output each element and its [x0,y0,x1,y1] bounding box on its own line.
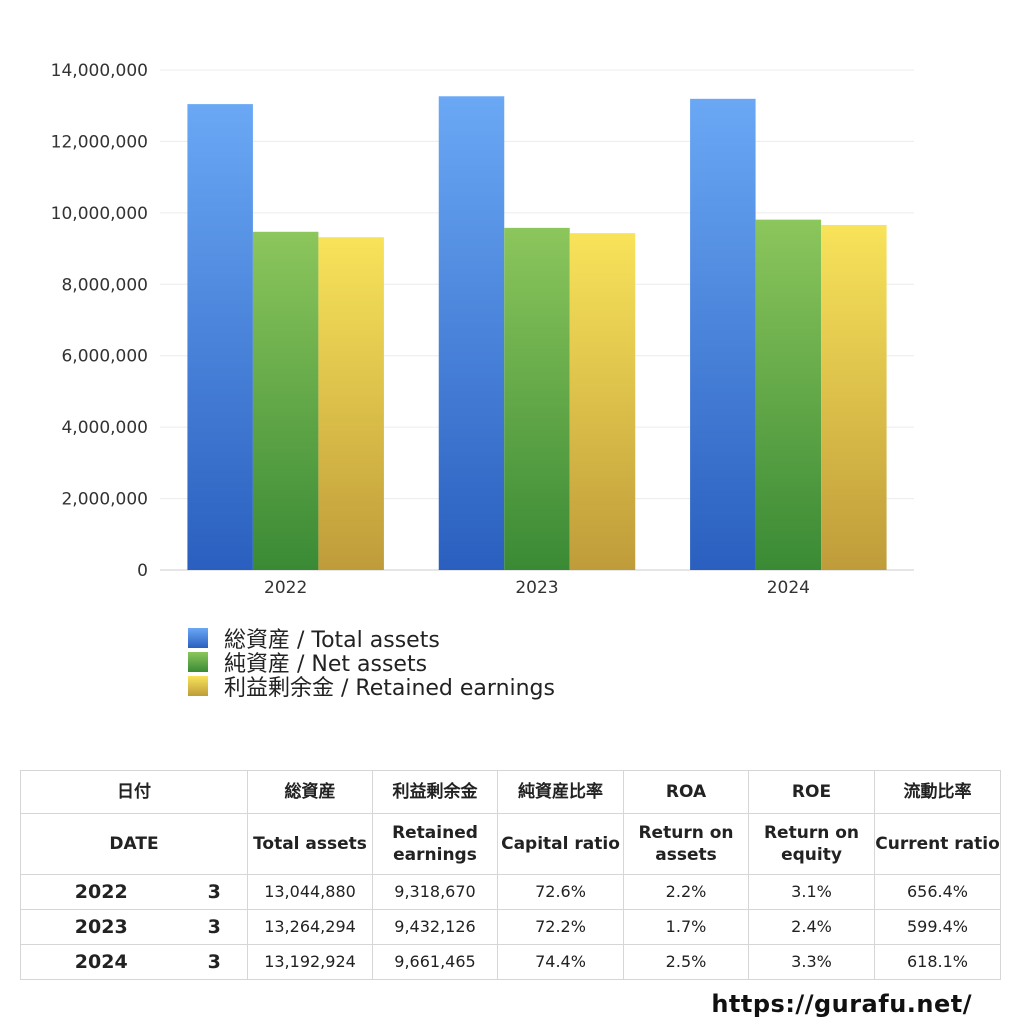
table-row: 2023 3 13,264,294 9,432,126 72.2% 1.7% 2… [20,909,1001,945]
table-row: 2022 3 13,044,880 9,318,670 72.6% 2.2% 3… [20,874,1001,910]
row-retained: 9,318,670 [372,874,498,910]
x-tick-label: 2023 [515,578,558,598]
y-tick-label: 12,000,000 [51,132,148,152]
header-roa-line1: Return on [638,823,734,843]
y-tick-label: 10,000,000 [51,204,148,224]
bars [187,96,887,571]
row-year: 2024 [20,944,182,980]
x-axis-ticks: 2022 2023 2024 [264,578,810,598]
legend-swatch-total-assets [188,628,208,648]
header-retained-jp: 利益剰余金 [372,770,498,814]
bar-2022-series-1 [252,231,319,571]
table-row: 2024 3 13,192,924 9,661,465 74.4% 2.5% 3… [20,944,1001,980]
row-capital-ratio: 74.4% [497,944,624,980]
bar-2024-series-0 [690,98,756,570]
header-retained-line2: earnings [393,845,477,865]
bar-2023-series-1 [504,227,570,570]
financial-table: 日付 総資産 利益剰余金 純資産比率 ROA ROE 流動比率 DATE Tot… [20,770,1001,980]
header-capital-ratio-jp: 純資産比率 [497,770,624,814]
x-tick-label: 2022 [264,578,307,598]
header-retained-en: Retained earnings [372,813,498,875]
header-total-assets-en: Total assets [247,813,373,875]
header-roe-jp: ROE [748,770,875,814]
legend-label: 総資産 / Total assets [224,628,440,653]
bar-2024-series-2 [821,224,887,570]
header-roa-jp: ROA [623,770,749,814]
row-current-ratio: 656.4% [874,874,1001,910]
row-month: 3 [181,874,248,910]
y-tick-label: 8,000,000 [61,275,148,295]
y-tick-label: 4,000,000 [61,418,148,438]
row-retained: 9,661,465 [372,944,498,980]
row-roe: 3.1% [748,874,875,910]
row-roa: 2.2% [623,874,749,910]
row-roa: 1.7% [623,909,749,945]
legend-item-retained-earnings: 利益剰余金 / Retained earnings [188,674,555,701]
table-header-en: DATE Total assets Retained earnings Capi… [20,813,1001,875]
row-current-ratio: 618.1% [874,944,1001,980]
header-roe-line2: equity [781,845,842,865]
y-tick-label: 2,000,000 [61,490,148,510]
header-date-en: DATE [20,813,248,875]
header-retained-line1: Retained [392,823,478,843]
table-header-jp: 日付 総資産 利益剰余金 純資産比率 ROA ROE 流動比率 [20,770,1001,814]
row-capital-ratio: 72.2% [497,909,624,945]
row-year: 2022 [20,874,182,910]
header-date-jp: 日付 [20,770,248,814]
header-roe-line1: Return on [763,823,860,843]
row-total-assets: 13,192,924 [247,944,373,980]
row-year: 2023 [20,909,182,945]
row-month: 3 [181,909,248,945]
header-roe-en: Return on equity [748,813,875,875]
bar-2024-series-1 [755,219,822,570]
legend-swatch-net-assets [188,652,208,672]
legend-swatch-retained-earnings [188,676,208,696]
row-total-assets: 13,264,294 [247,909,373,945]
footer-url[interactable]: https://gurafu.net/ [711,990,972,1018]
header-roa-line2: assets [655,845,717,865]
legend-label: 利益剰余金 / Retained earnings [224,676,555,701]
header-capital-ratio-en: Capital ratio [497,813,624,875]
legend: 総資産 / Total assets 純資産 / Net assets 利益剰余… [188,626,555,701]
y-axis-ticks: 0 2,000,000 4,000,000 6,000,000 8,000,000 10,… [51,61,148,581]
row-current-ratio: 599.4% [874,909,1001,945]
legend-item-total-assets: 総資産 / Total assets [188,626,555,653]
y-tick-label: 6,000,000 [61,347,148,367]
row-month: 3 [181,944,248,980]
row-retained: 9,432,126 [372,909,498,945]
x-tick-label: 2024 [767,578,810,598]
row-roa: 2.5% [623,944,749,980]
row-capital-ratio: 72.6% [497,874,624,910]
row-roe: 3.3% [748,944,875,980]
legend-label: 純資産 / Net assets [224,652,428,677]
bar-2023-series-2 [569,233,636,570]
bar-2023-series-0 [438,96,505,571]
bar-2022-series-0 [187,104,253,571]
row-total-assets: 13,044,880 [247,874,373,910]
bar-chart: 0 2,000,000 4,000,000 6,000,000 8,000,000 10,… [51,61,914,598]
row-roe: 2.4% [748,909,875,945]
y-tick-label: 0 [137,561,148,581]
header-current-ratio-jp: 流動比率 [874,770,1001,814]
header-total-assets-jp: 総資産 [247,770,373,814]
header-roa-en: Return on assets [623,813,749,875]
header-current-ratio-en: Current ratio [874,813,1001,875]
bar-2022-series-2 [318,237,384,570]
legend-item-net-assets: 純資産 / Net assets [188,650,555,677]
y-tick-label: 14,000,000 [51,61,148,81]
